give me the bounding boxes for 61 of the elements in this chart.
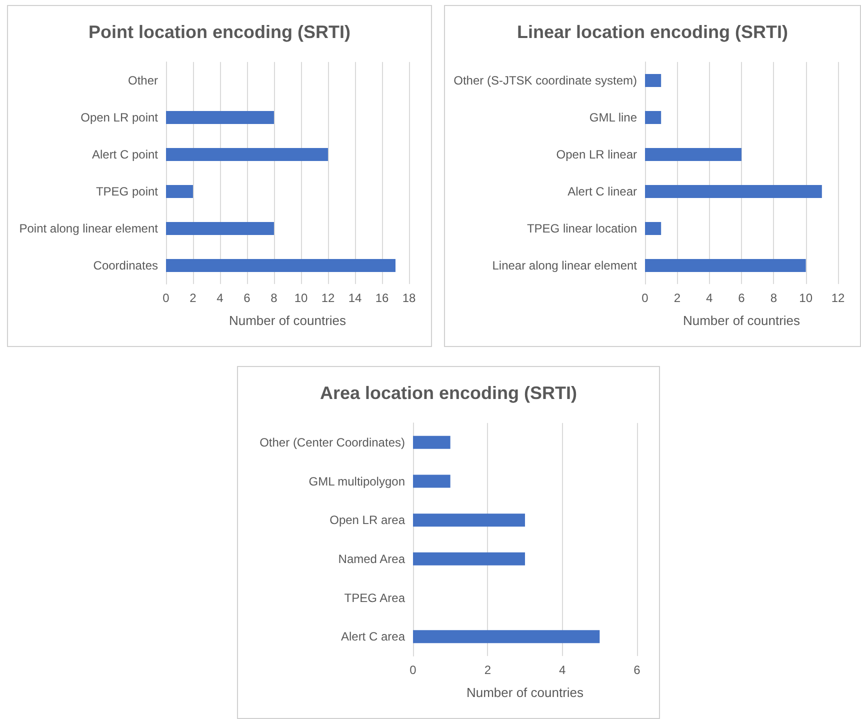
y-tick-label: Other (S-JTSK coordinate system) (454, 74, 637, 88)
bar (645, 111, 662, 124)
bar (166, 259, 396, 272)
y-tick-label: TPEG linear location (526, 222, 637, 236)
x-tick-label: 18 (402, 291, 416, 305)
y-tick-label: Linear along linear element (492, 258, 638, 272)
y-tick-label: Alert C point (92, 148, 159, 162)
y-tick-label: TPEG Area (344, 590, 406, 605)
x-tick-label: 12 (321, 291, 335, 305)
bar (413, 474, 450, 488)
bar (645, 74, 662, 87)
bar (166, 222, 274, 235)
x-tick-label: 2 (484, 663, 492, 677)
x-axis-title: Number of countries (466, 685, 584, 700)
x-tick-label: 6 (244, 291, 251, 305)
chart-title: Area location encoding (SRTI) (320, 383, 578, 403)
x-tick-label: 0 (642, 291, 649, 305)
x-tick-label: 10 (799, 291, 813, 305)
x-tick-label: 6 (738, 291, 746, 305)
x-tick-label: 0 (162, 291, 170, 305)
bar (413, 552, 525, 566)
bar (645, 148, 742, 161)
x-axis-title: Number of countries (682, 313, 801, 328)
bar (166, 111, 274, 124)
x-tick-label: 16 (375, 291, 389, 305)
bar (645, 222, 662, 235)
x-tick-label: 6 (634, 663, 641, 677)
x-tick-label: 4 (706, 291, 713, 305)
y-tick-label: GML line (589, 110, 638, 124)
chart-title: Point location encoding (SRTI) (88, 22, 350, 42)
y-tick-label: Other (128, 74, 158, 88)
x-tick-label: 10 (294, 291, 308, 305)
y-tick-label: Open LR linear (556, 148, 637, 162)
y-tick-label: Open LR point (80, 110, 159, 124)
x-tick-label: 2 (674, 291, 681, 305)
y-tick-label: Other (Center Coordinates) (260, 435, 405, 450)
y-tick-label: GML multipolygon (308, 474, 405, 488)
bar (413, 436, 450, 449)
y-tick-label: TPEG point (96, 184, 159, 198)
chart-title: Linear location encoding (SRTI) (516, 22, 788, 42)
x-tick-label: 4 (216, 291, 224, 305)
x-tick-label: 8 (270, 291, 278, 305)
x-tick-label: 12 (831, 291, 845, 305)
bar (166, 148, 328, 161)
x-tick-label: 4 (558, 663, 566, 677)
y-tick-label: Alert C area (340, 630, 406, 644)
bar (413, 630, 600, 644)
x-tick-label: 2 (190, 291, 197, 305)
x-tick-label: 0 (410, 663, 417, 677)
x-tick-label: 8 (770, 291, 778, 305)
y-tick-label: Alert C linear (568, 184, 637, 198)
y-tick-label: Point along linear element (19, 222, 159, 236)
x-tick-label: 14 (348, 291, 362, 305)
y-tick-label: Named Area (338, 552, 406, 566)
y-tick-label: Coordinates (93, 258, 158, 272)
bar (645, 185, 822, 198)
bar (645, 259, 806, 272)
x-axis-title: Number of countries (228, 313, 347, 328)
y-tick-label: Open LR area (330, 513, 406, 528)
bar (413, 514, 525, 527)
bar (166, 185, 193, 198)
